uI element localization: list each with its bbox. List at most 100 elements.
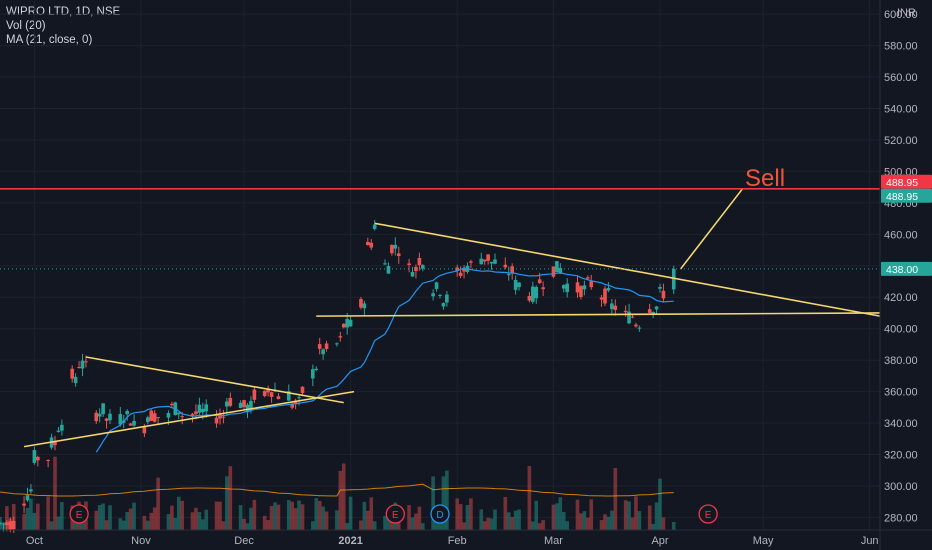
candle-body — [29, 489, 33, 492]
volume-bar — [36, 503, 40, 530]
volume-bar — [286, 500, 291, 530]
volume-bar — [431, 476, 435, 530]
volume-bar — [152, 507, 157, 530]
volume-bar — [634, 496, 638, 530]
y-tick-label: 320.00 — [884, 450, 918, 462]
candle-body — [132, 421, 136, 426]
candle-body — [589, 281, 594, 288]
y-tick-label: 420.00 — [884, 292, 918, 304]
candle-body — [290, 403, 294, 408]
volume-bar — [493, 509, 497, 530]
y-tick-label: 360.00 — [884, 387, 918, 399]
volume-bar — [49, 521, 54, 530]
candle-body — [56, 430, 61, 432]
candle-body — [335, 343, 339, 345]
candle-body — [218, 414, 222, 419]
y-tick-label: 460.00 — [884, 229, 918, 241]
x-tick-label: Dec — [234, 535, 254, 547]
candle-body — [445, 294, 449, 303]
volume-bar — [204, 509, 209, 530]
volume-bar — [359, 520, 363, 530]
candle-body — [166, 413, 171, 418]
volume-bar — [390, 516, 394, 530]
sell-annotation: Sell — [745, 165, 785, 192]
candle-body — [390, 245, 394, 254]
candle-body — [221, 416, 226, 418]
candle-body — [170, 403, 174, 406]
candle-body — [176, 412, 181, 415]
volume-bar — [586, 517, 590, 530]
candle-body — [5, 522, 9, 526]
candle-body — [421, 265, 425, 269]
currency-label: INR — [897, 7, 916, 19]
candle-body — [575, 282, 580, 293]
volume-bar — [190, 512, 195, 530]
candlesticks — [0, 220, 676, 533]
candle-body — [482, 259, 487, 262]
candle-body — [369, 242, 374, 248]
event-marker-label: E — [392, 510, 399, 521]
volume-bar — [128, 508, 133, 530]
candle-body — [201, 408, 205, 413]
candle-body — [366, 241, 370, 246]
candle-body — [1, 523, 6, 525]
trendline — [679, 188, 744, 270]
candle-body — [527, 295, 532, 301]
candle-body — [197, 404, 202, 413]
candle-body — [118, 414, 123, 425]
volume-bar — [613, 467, 618, 530]
volume-bar — [180, 500, 184, 530]
candle-body — [555, 261, 559, 273]
candle-body — [249, 400, 253, 411]
volume-bar — [324, 511, 329, 530]
candle-body — [348, 319, 353, 327]
volume-bar — [108, 505, 112, 530]
candle-body — [623, 310, 628, 313]
volume-bar — [218, 501, 222, 530]
chart-grid — [0, 0, 880, 530]
volume-bar — [637, 511, 642, 530]
candle-body — [551, 266, 556, 277]
volume-bar — [173, 517, 178, 530]
volume-bar — [252, 499, 257, 530]
candle-body — [658, 286, 662, 289]
event-marker-label: E — [76, 510, 83, 521]
candle-body — [128, 423, 133, 426]
volume-bar — [73, 521, 78, 530]
ma-study-label[interactable]: MA (21, close, 0) — [6, 34, 93, 46]
volume-bar — [249, 507, 253, 530]
volume-bar — [314, 498, 319, 530]
candle-body — [671, 268, 676, 290]
volume-bar — [245, 523, 250, 530]
volume-bar — [589, 499, 594, 530]
candle-body — [297, 397, 301, 399]
candle-body — [531, 286, 535, 302]
volume-bar — [341, 463, 346, 530]
volume-bar — [671, 522, 676, 530]
candle-body — [321, 349, 325, 355]
candle-body — [73, 376, 78, 384]
event-marker-label: D — [436, 510, 443, 521]
volume-bar — [455, 498, 459, 530]
volume-study-label[interactable]: Vol (20) — [6, 20, 46, 32]
volume-bar — [321, 506, 325, 530]
candle-body — [372, 224, 377, 229]
volume-bar — [445, 470, 449, 530]
candle-body — [661, 290, 666, 299]
volume-bar — [582, 511, 587, 530]
volume-bar — [104, 520, 109, 530]
volume-bar — [80, 520, 85, 530]
volume-bar — [410, 517, 415, 530]
candle-body — [579, 286, 583, 298]
y-tick-label: 380.00 — [884, 355, 918, 367]
volume-bar — [623, 500, 628, 530]
candle-body — [94, 412, 99, 422]
candle-body — [269, 392, 274, 397]
candle-body — [25, 495, 30, 501]
candle-body — [317, 344, 322, 349]
candle-body — [462, 268, 466, 272]
candle-body — [286, 391, 291, 401]
candle-body — [438, 294, 442, 296]
volume-bar — [534, 500, 539, 530]
